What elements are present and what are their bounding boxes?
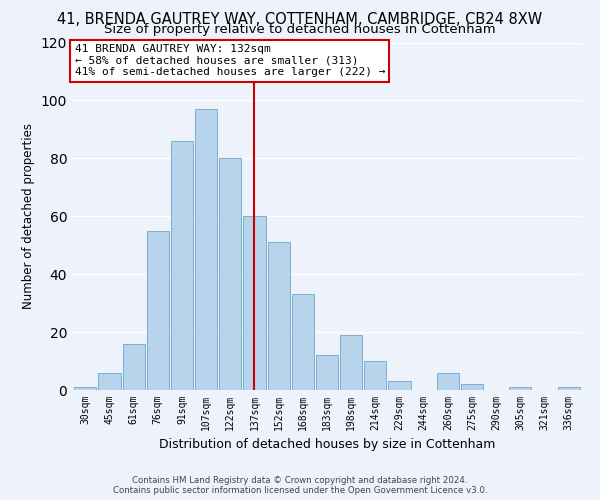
Bar <box>388 382 410 390</box>
Bar <box>364 361 386 390</box>
Text: 41 BRENDA GAUTREY WAY: 132sqm
← 58% of detached houses are smaller (313)
41% of : 41 BRENDA GAUTREY WAY: 132sqm ← 58% of d… <box>74 44 385 78</box>
Bar <box>74 387 97 390</box>
Bar <box>122 344 145 390</box>
Bar <box>268 242 290 390</box>
Bar <box>316 355 338 390</box>
Bar <box>292 294 314 390</box>
Bar <box>509 387 532 390</box>
Y-axis label: Number of detached properties: Number of detached properties <box>22 123 35 309</box>
Bar <box>461 384 483 390</box>
Bar <box>219 158 241 390</box>
Bar <box>340 335 362 390</box>
Bar <box>557 387 580 390</box>
Bar <box>244 216 266 390</box>
Text: Contains HM Land Registry data © Crown copyright and database right 2024.
Contai: Contains HM Land Registry data © Crown c… <box>113 476 487 495</box>
Text: Size of property relative to detached houses in Cottenham: Size of property relative to detached ho… <box>104 22 496 36</box>
Bar <box>98 372 121 390</box>
Bar <box>146 230 169 390</box>
Bar <box>171 141 193 390</box>
Bar <box>195 109 217 390</box>
Text: 41, BRENDA GAUTREY WAY, COTTENHAM, CAMBRIDGE, CB24 8XW: 41, BRENDA GAUTREY WAY, COTTENHAM, CAMBR… <box>58 12 542 28</box>
Bar <box>437 372 459 390</box>
X-axis label: Distribution of detached houses by size in Cottenham: Distribution of detached houses by size … <box>159 438 495 452</box>
